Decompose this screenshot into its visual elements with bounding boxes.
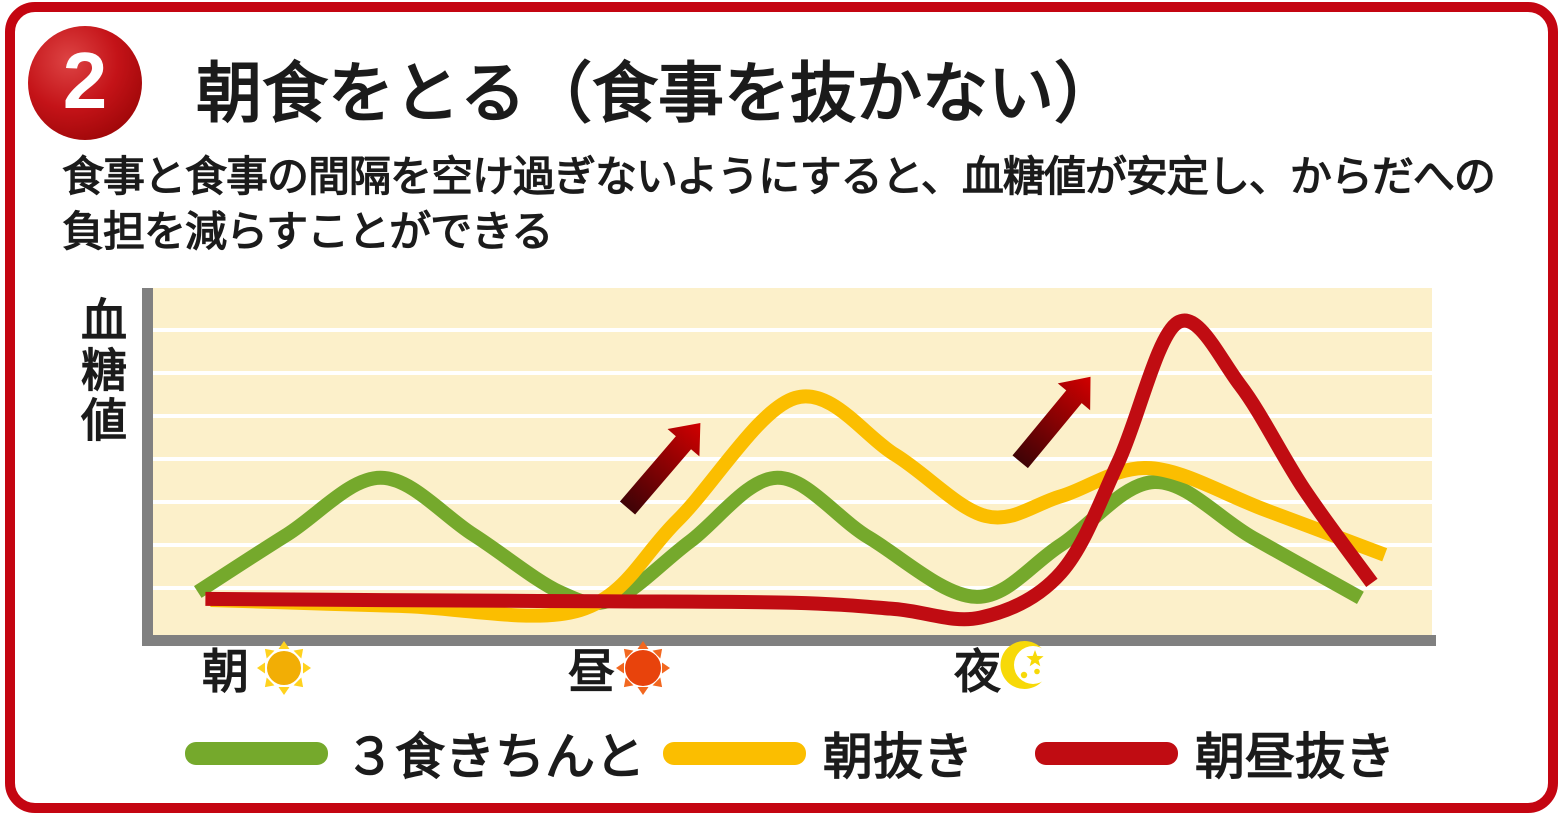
description: 食事と食事の間隔を空け過ぎないようにすると、血糖値が安定し、からだへの 負担を減…	[62, 150, 1496, 259]
noon-sun-icon	[616, 641, 670, 695]
legend-label-skip-breakfast: 朝抜き	[823, 729, 973, 785]
description-line-2: 負担を減らすことができる	[62, 207, 553, 255]
description-line-1: 食事と食事の間隔を空け過ぎないようにすると、血糖値が安定し、からだへの	[62, 153, 1496, 200]
step-number-badge: 2	[28, 26, 142, 140]
legend-label-skip-breakfast-lunch: 朝昼抜き	[1195, 729, 1395, 785]
legend-item-skip-breakfast: 朝抜き	[663, 724, 973, 785]
x-axis-label-noon: 昼	[568, 645, 615, 698]
legend-swatch-yellow	[663, 741, 806, 765]
legend-label-three-meals: ３食きちんと	[345, 729, 645, 785]
step-number: 2	[62, 36, 108, 125]
blood-glucose-line-chart	[142, 288, 1436, 646]
legend-item-skip-breakfast-lunch: 朝昼抜き	[1035, 724, 1395, 785]
x-axis-label-night: 夜	[954, 645, 1001, 698]
page-title: 朝食をとる（食事を抜かない）	[196, 56, 1120, 130]
legend-item-three-meals: ３食きちんと	[185, 724, 645, 785]
y-axis-label: 血糖値	[75, 296, 127, 446]
x-axis-label-morning: 朝	[202, 645, 249, 698]
night-moon-icon	[1000, 641, 1052, 689]
legend-swatch-red	[1035, 741, 1178, 765]
morning-sun-icon	[257, 641, 311, 695]
legend-swatch-green	[185, 741, 328, 765]
